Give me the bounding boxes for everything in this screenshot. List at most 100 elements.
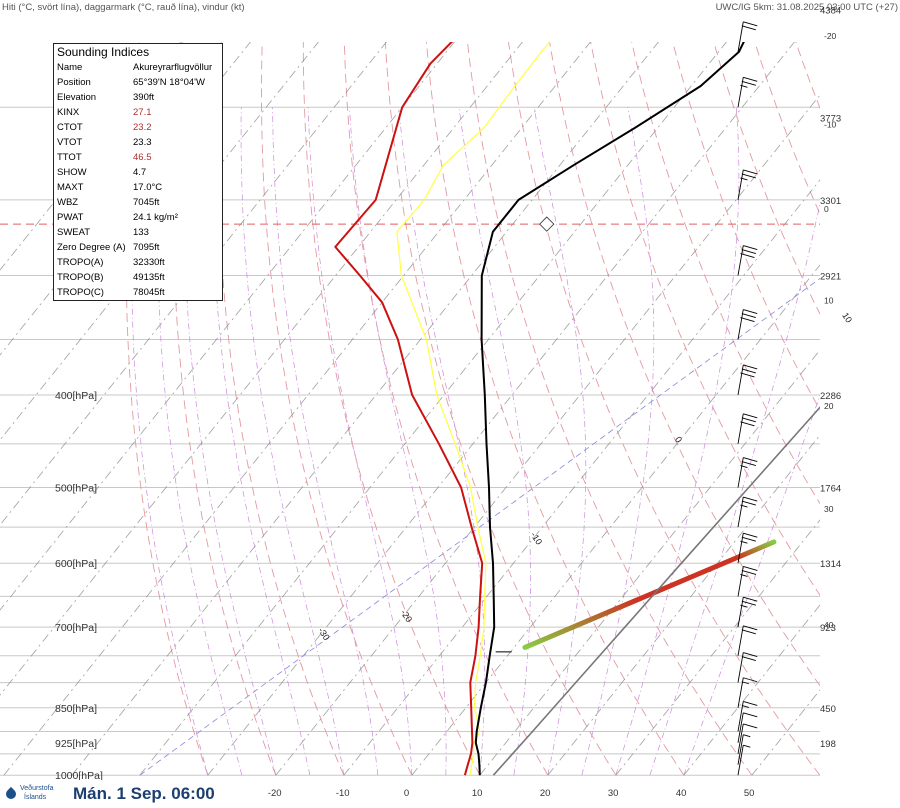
barb-flag xyxy=(741,629,756,635)
index-value: 7095ft xyxy=(133,242,160,253)
height-label: 1314 xyxy=(820,559,841,570)
isotherm-label: -10 xyxy=(529,530,544,546)
drop-icon xyxy=(3,786,19,802)
barb-flag xyxy=(743,677,758,683)
index-key: PWAT xyxy=(57,212,84,223)
index-key: TROPO(C) xyxy=(57,287,104,298)
x-axis-label: -10 xyxy=(336,788,350,799)
barb-flag xyxy=(743,565,758,571)
index-value: 4.7 xyxy=(133,167,147,178)
index-value: 23.2 xyxy=(133,122,152,133)
x-axis-label: 20 xyxy=(540,788,551,799)
barb-flag xyxy=(743,596,758,602)
parcel-curve xyxy=(492,406,820,776)
index-row: TTOT 46.5 xyxy=(54,150,222,165)
barb-staff xyxy=(737,309,744,340)
wind-barb xyxy=(737,364,758,396)
barb-flag xyxy=(740,540,748,544)
index-key: SHOW xyxy=(57,167,87,178)
wind-barb xyxy=(737,596,758,628)
moist-adiabat xyxy=(211,107,311,776)
index-key: TROPO(A) xyxy=(57,257,104,268)
chart-caption: Hiti (°C, svört lína), daggarmark (°C, r… xyxy=(2,2,245,13)
x-axis-label: 30 xyxy=(608,788,619,799)
index-row: MAXT 17.0°C xyxy=(54,180,222,195)
barb-flag xyxy=(743,169,758,175)
barb-flag xyxy=(740,573,748,577)
barb-flag xyxy=(741,656,756,662)
isotherm-label: -20 xyxy=(399,608,414,624)
isotherm-line xyxy=(0,42,251,356)
index-row: SWEAT 133 xyxy=(54,225,222,240)
dry-adiabat xyxy=(384,42,617,776)
forecast-date: Mán. 1 Sep. 06:00 xyxy=(73,784,215,803)
isotherm-line xyxy=(0,42,523,696)
index-value: 49135ft xyxy=(133,272,165,283)
dry-adiabat xyxy=(590,42,820,597)
barb-flag xyxy=(740,84,748,88)
barb-staff xyxy=(737,497,744,528)
barb-flag xyxy=(740,177,748,181)
index-value: 32330ft xyxy=(133,257,165,268)
dewpoint-curve xyxy=(334,42,484,776)
x-axis-label: 10 xyxy=(472,788,483,799)
index-value: 46.5 xyxy=(133,152,152,163)
barb-flag xyxy=(741,461,756,466)
index-row: Position 65°39'N 18°04'W xyxy=(54,75,222,90)
wind-barb xyxy=(737,723,758,754)
dry-adiabat xyxy=(880,0,900,775)
index-key: Position xyxy=(57,77,91,88)
pressure-label: 400[hPa] xyxy=(55,390,97,402)
moist-adiabat xyxy=(183,107,277,776)
index-row: CTOT 23.2 xyxy=(54,120,222,135)
wind-barb xyxy=(737,532,758,564)
dry-adiabat xyxy=(631,42,820,505)
barb-flag xyxy=(741,500,756,506)
index-key: SWEAT xyxy=(57,227,91,238)
dry-adiabat xyxy=(713,42,820,315)
barb-flag xyxy=(743,76,758,82)
index-value: 23.3 xyxy=(133,137,152,148)
isotherm-line xyxy=(207,42,795,776)
pressure-label: 925[hPa] xyxy=(55,738,97,750)
index-value: 17.0°C xyxy=(133,182,163,193)
height-label: 2921 xyxy=(820,272,841,283)
indices-table: Name Akureyrarflugvöllur Position 65°39'N 1… xyxy=(54,60,222,300)
pressure-label: 500[hPa] xyxy=(55,483,97,495)
logo-text-line2: Íslands xyxy=(24,794,47,801)
index-key: VTOT xyxy=(57,137,83,148)
barb-staff xyxy=(737,712,744,743)
isotherm-label: 0 xyxy=(673,435,684,445)
barb-flag xyxy=(743,734,751,738)
moist-adiabat xyxy=(533,107,587,776)
dry-adiabat xyxy=(217,42,345,776)
pressure-label: 1000[hPa] xyxy=(55,770,103,782)
barb-flag xyxy=(743,309,758,314)
barb-flag xyxy=(741,681,749,685)
height-label: 923 xyxy=(820,623,836,634)
barb-staff xyxy=(737,169,744,200)
index-row: WBZ 7045ft xyxy=(54,195,222,210)
footer-bar xyxy=(0,780,220,808)
barb-flag xyxy=(740,604,748,608)
index-row: Zero Degree (A) 7095ft xyxy=(54,240,222,255)
sounding-indices-panel: Sounding Indices Name Akureyrarflugvöllur… xyxy=(53,43,223,301)
moist-adiabat xyxy=(349,107,447,776)
isotherm-line xyxy=(139,42,727,776)
height-label: 2286 xyxy=(820,391,841,402)
index-row: SHOW 4.7 xyxy=(54,165,222,180)
wind-barb xyxy=(737,309,758,340)
barb-flag xyxy=(741,536,756,542)
isotherm-line xyxy=(275,94,820,776)
moist-adiabat xyxy=(615,107,740,776)
wind-barb xyxy=(737,565,758,597)
dry-adiabat xyxy=(845,0,900,775)
index-value: 78045ft xyxy=(133,287,165,298)
isotherm-label: 10 xyxy=(840,311,854,325)
logo-text-line1: Veðurstofa xyxy=(20,785,54,792)
wind-barb xyxy=(737,245,758,276)
barb-flag xyxy=(743,21,758,27)
index-row: Elevation 390ft xyxy=(54,90,222,105)
moist-adiabat xyxy=(157,107,243,776)
isotherm-line xyxy=(547,434,820,776)
